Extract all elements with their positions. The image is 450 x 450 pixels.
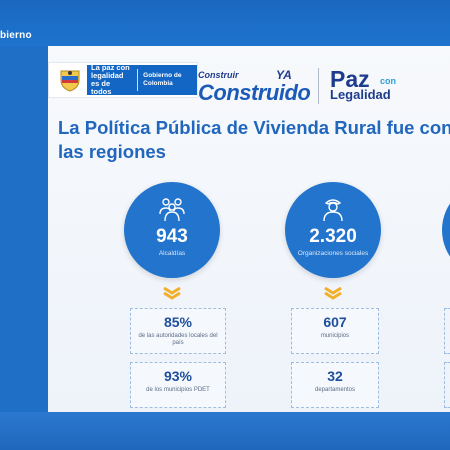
stat-box-value: 93% xyxy=(163,368,193,384)
stat-box: 93% de los municipios PDET xyxy=(130,362,226,408)
stat-box: 607 municipios xyxy=(291,308,379,354)
construir-logo-small: Construir xyxy=(198,70,239,80)
stat-value: 2.320 xyxy=(309,226,357,247)
con-logo-text: con xyxy=(380,76,397,86)
stat-box-label: de las autoridades locales del país xyxy=(138,333,218,346)
construir-logo-ya: YA xyxy=(276,68,292,82)
stat-value: 943 xyxy=(156,226,188,247)
presentation-slide: La paz con legalidad es de todos Gobiern… xyxy=(48,46,450,412)
paz-con-legalidad-logo: Paz con Legalidad xyxy=(330,66,450,106)
banner-divider xyxy=(137,69,139,91)
stat-label: Alcaldías xyxy=(158,250,186,257)
legalidad-logo-text: Legalidad xyxy=(330,87,391,102)
stat-label: Organizaciones sociales xyxy=(297,250,369,257)
government-banner: La paz con legalidad es de todos Gobiern… xyxy=(87,63,197,96)
stat-box-label: municipios xyxy=(320,333,350,339)
stat-box-value: 85% xyxy=(163,314,193,330)
stat-box-label: de los municipios PDET xyxy=(146,387,210,393)
stat-box-label: departamentos xyxy=(314,387,356,393)
stat-circle-partial xyxy=(442,182,450,278)
slide-title: La Política Pública de Vivienda Rural fu… xyxy=(58,117,450,162)
window-bottom-bar xyxy=(0,412,450,450)
stat-box-value: 607 xyxy=(323,314,347,330)
stat-box-partial xyxy=(444,362,450,408)
stat-box-partial xyxy=(444,308,450,354)
window-title: bierno xyxy=(0,30,32,41)
construir-logo-big: Construido xyxy=(198,80,311,105)
government-logo: La paz con legalidad es de todos Gobiern… xyxy=(48,62,198,98)
chevron-down-icon xyxy=(162,286,182,300)
stat-circle-alcaldias: 943 Alcaldías xyxy=(124,182,220,278)
coat-of-arms-icon xyxy=(57,67,83,93)
stat-circle-organizaciones: 2.320 Organizaciones sociales xyxy=(285,182,381,278)
stat-box-value: 32 xyxy=(327,368,343,384)
paz-logo-text: Paz xyxy=(330,66,370,92)
construir-ya-logo: Construir YA Construido xyxy=(196,68,314,108)
government-motto: La paz con legalidad es de todos xyxy=(91,63,130,96)
person-icon xyxy=(318,196,348,222)
stat-box: 85% de las autoridades locales del país xyxy=(130,308,226,354)
government-name: Gobierno de Colombia xyxy=(143,72,182,87)
chevron-down-icon xyxy=(323,286,343,300)
stat-box: 32 departamentos xyxy=(291,362,379,408)
logo-divider xyxy=(318,68,319,104)
window-top-bar: bierno xyxy=(0,0,450,46)
people-group-icon xyxy=(157,196,187,222)
